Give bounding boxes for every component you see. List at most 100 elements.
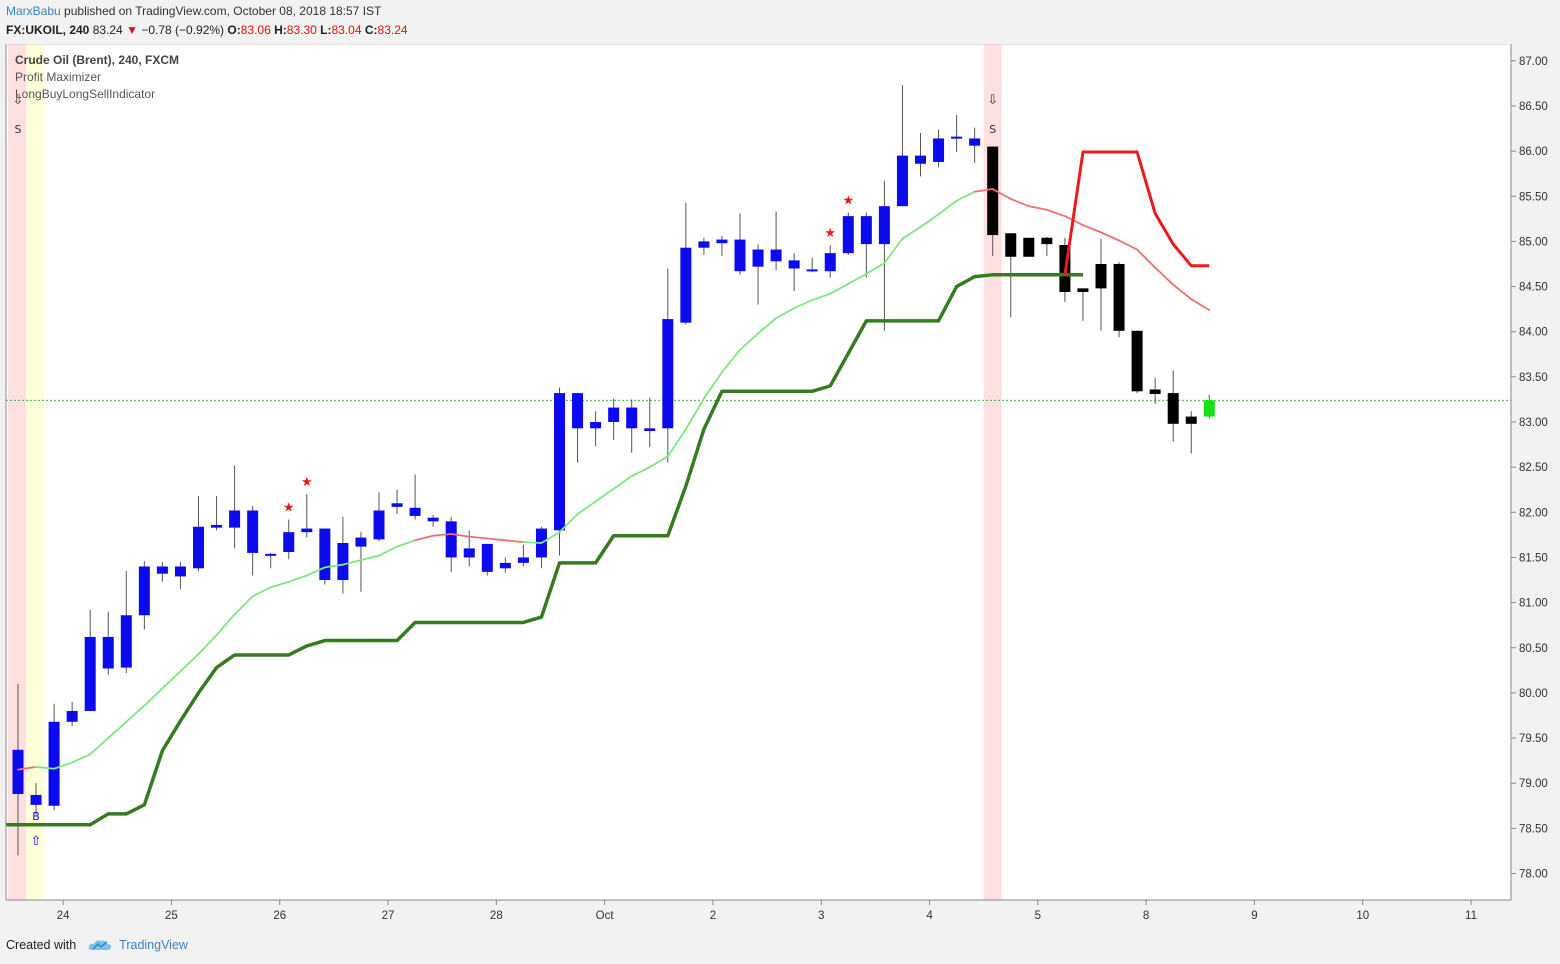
- candle-body[interactable]: [30, 794, 42, 805]
- candle-body[interactable]: [174, 566, 186, 577]
- fast-trend-line-segment: [612, 475, 633, 490]
- created-with-text: Created with: [6, 938, 77, 952]
- candle-body[interactable]: [752, 249, 764, 267]
- candle-body[interactable]: [427, 517, 439, 522]
- candle-body[interactable]: [644, 428, 656, 432]
- fast-trend-line-segment: [269, 580, 290, 589]
- candle-body[interactable]: [1113, 263, 1125, 331]
- candle-body[interactable]: [824, 253, 836, 272]
- symbol-ohlc-line: FX:UKOIL, 240 83.24 ▼ −0.78 (−0.92%) O:8…: [6, 23, 408, 37]
- tradingview-brand-link[interactable]: TradingView: [119, 938, 188, 952]
- legend-indicator-1: Profit Maximizer: [15, 70, 101, 84]
- candle-body[interactable]: [337, 543, 349, 581]
- candle-body[interactable]: [517, 557, 529, 563]
- candle-body[interactable]: [1005, 233, 1017, 257]
- price-chart[interactable]: ⇩ S ⇩ S B ⇧ ★ ★ ★ ★ 78.00 78.50 79.00 79.50 80.00 80.5…: [0, 44, 1560, 934]
- candle-body[interactable]: [590, 422, 602, 429]
- candle-body[interactable]: [1023, 237, 1035, 257]
- candle-body[interactable]: [247, 510, 259, 553]
- candle-body[interactable]: [445, 521, 457, 558]
- candle-body[interactable]: [716, 239, 728, 244]
- candle-body[interactable]: [933, 138, 945, 162]
- candle-body[interactable]: [1203, 400, 1215, 417]
- sell-arrow-icon: ⇩: [13, 93, 24, 108]
- candle-body[interactable]: [626, 407, 638, 429]
- candle-body[interactable]: [12, 749, 24, 795]
- candle-body[interactable]: [698, 241, 710, 248]
- candle-body[interactable]: [608, 407, 620, 422]
- fast-trend-line-segment: [811, 292, 832, 301]
- fast-trend-line-segment: [666, 428, 687, 458]
- candle-body[interactable]: [373, 510, 385, 540]
- down-triangle-icon: ▼: [126, 23, 138, 37]
- candle-body[interactable]: [915, 155, 926, 164]
- candle-body[interactable]: [788, 260, 800, 269]
- candle-body[interactable]: [842, 216, 854, 254]
- candle-body[interactable]: [319, 528, 331, 581]
- candle-body[interactable]: [806, 269, 818, 272]
- candle-body[interactable]: [84, 636, 96, 711]
- fast-trend-line-segment: [341, 559, 362, 566]
- candle-body[interactable]: [987, 146, 999, 236]
- buy-arrow-icon: ⇧: [31, 834, 42, 849]
- candle-body[interactable]: [770, 249, 782, 262]
- fast-trend-line-segment: [630, 466, 651, 478]
- candle-body[interactable]: [193, 526, 204, 569]
- candle-body[interactable]: [355, 537, 367, 547]
- candle-body[interactable]: [229, 510, 241, 528]
- candle-body[interactable]: [554, 393, 565, 531]
- candle-body[interactable]: [969, 138, 981, 146]
- sell-signal-band: [8, 44, 26, 900]
- candle-body[interactable]: [499, 562, 511, 569]
- candle-body[interactable]: [878, 206, 890, 245]
- candle-body[interactable]: [156, 566, 168, 574]
- fast-trend-line-segment: [71, 753, 92, 764]
- candle-body[interactable]: [1167, 393, 1179, 424]
- candle-body[interactable]: [66, 710, 78, 722]
- sell-letter: S: [15, 123, 22, 136]
- fast-trend-line-segment: [215, 613, 236, 637]
- buy-signal-band: [26, 44, 44, 900]
- candle-body[interactable]: [680, 247, 692, 323]
- low-value: 83.04: [331, 23, 362, 37]
- candle-body[interactable]: [120, 615, 132, 668]
- candle-body[interactable]: [283, 532, 295, 553]
- price-tick-label: 80.50: [1519, 643, 1548, 655]
- candle-body[interactable]: [1131, 330, 1143, 392]
- candle-body[interactable]: [860, 216, 872, 245]
- candle-body[interactable]: [951, 136, 963, 139]
- price-axis[interactable]: 78.00 78.50 79.00 79.50 80.00 80.50 81.00 81.50…: [1511, 56, 1548, 881]
- price-tick-label: 81.00: [1519, 598, 1548, 610]
- time-axis[interactable]: 24 25 26 27 28 Oct 2 3 4 5 8 9 10 11: [57, 900, 1477, 922]
- candle-body[interactable]: [138, 566, 150, 616]
- author-link[interactable]: MarxBabu: [6, 4, 61, 18]
- fast-trend-line-segment: [540, 531, 561, 544]
- candle-body[interactable]: [572, 393, 584, 429]
- candle-body[interactable]: [265, 553, 277, 556]
- header-bar: MarxBabu published on TradingView.com, O…: [0, 0, 1560, 44]
- candle-body[interactable]: [211, 524, 223, 528]
- price-tick-label: 86.00: [1519, 146, 1548, 158]
- candle-body[interactable]: [1185, 416, 1197, 424]
- time-tick-label: 8: [1143, 910, 1149, 922]
- candle-body[interactable]: [481, 543, 493, 572]
- price-tick-label: 78.00: [1519, 869, 1548, 881]
- fast-trend-line-segment: [1027, 205, 1048, 211]
- candle-body[interactable]: [409, 507, 421, 516]
- candle-body[interactable]: [1149, 389, 1161, 395]
- fast-trend-line-segment: [305, 566, 326, 577]
- candle-body[interactable]: [301, 528, 313, 533]
- candle-body[interactable]: [734, 239, 746, 272]
- fast-trend-line-segment: [847, 273, 868, 285]
- candle-body[interactable]: [48, 721, 60, 806]
- candle-body[interactable]: [662, 319, 674, 429]
- candle-body[interactable]: [1077, 288, 1089, 292]
- candle-body[interactable]: [463, 548, 475, 558]
- time-tick-label: 25: [165, 910, 178, 922]
- candle-body[interactable]: [391, 503, 403, 507]
- fast-trend-line-segment: [829, 282, 850, 295]
- candle-body[interactable]: [896, 155, 908, 207]
- candle-body[interactable]: [1095, 263, 1107, 289]
- candle-body[interactable]: [102, 636, 114, 669]
- candle-body[interactable]: [1041, 237, 1053, 245]
